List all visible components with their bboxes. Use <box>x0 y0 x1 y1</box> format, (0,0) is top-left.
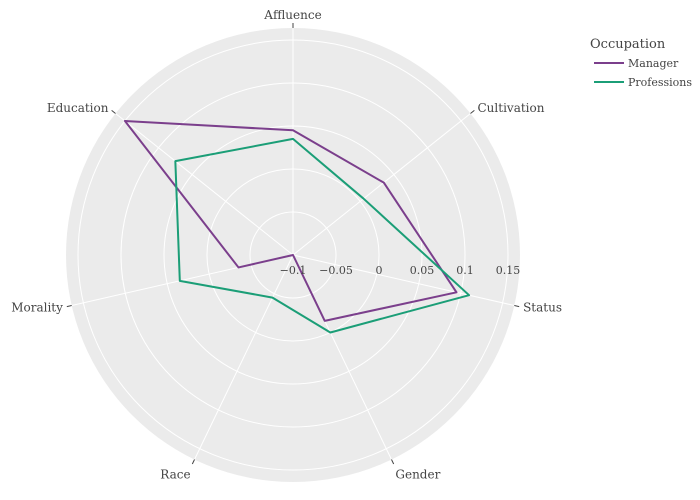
angular-tick <box>111 109 116 114</box>
radial-tick-label: 0 <box>376 264 383 277</box>
radial-tick-label: 0.15 <box>496 264 521 277</box>
category-label-education: Education <box>47 101 109 115</box>
angular-tick <box>514 305 520 308</box>
radial-tick-label: −0.05 <box>319 264 353 277</box>
angular-tick <box>191 459 195 465</box>
series-lines <box>123 119 471 334</box>
series-manager-line <box>123 119 458 322</box>
angular-tick <box>66 305 72 308</box>
category-label-morality: Morality <box>11 301 63 315</box>
angular-tick <box>470 109 475 114</box>
angular-gridline <box>292 113 471 256</box>
angular-axes <box>66 23 520 465</box>
category-label-affluence: Affluence <box>263 8 321 22</box>
category-label-status: Status <box>523 301 562 315</box>
angular-tick <box>391 459 395 465</box>
angular-gridline <box>115 113 294 256</box>
radial-tick-labels: −0.1 −0.05 0 0.05 0.1 0.15 <box>280 264 521 277</box>
category-labels: Affluence Cultivation Status Gender Race Mora… <box>11 8 562 482</box>
category-label-gender: Gender <box>395 468 440 482</box>
category-label-cultivation: Cultivation <box>478 101 545 115</box>
category-label-race: Race <box>160 468 190 482</box>
radial-tick-label: 0.05 <box>410 264 435 277</box>
radial-tick-label: 0.1 <box>456 264 474 277</box>
legend-label-professions: Professions <box>628 76 692 89</box>
legend-title: Occupation <box>590 37 666 52</box>
series-professions-line <box>174 137 471 334</box>
legend: Occupation Manager Professions <box>590 37 692 89</box>
angular-gridline <box>194 254 294 460</box>
radial-tick-label: −0.1 <box>280 264 307 277</box>
angular-gridline <box>292 254 515 306</box>
legend-label-manager: Manager <box>628 57 679 70</box>
